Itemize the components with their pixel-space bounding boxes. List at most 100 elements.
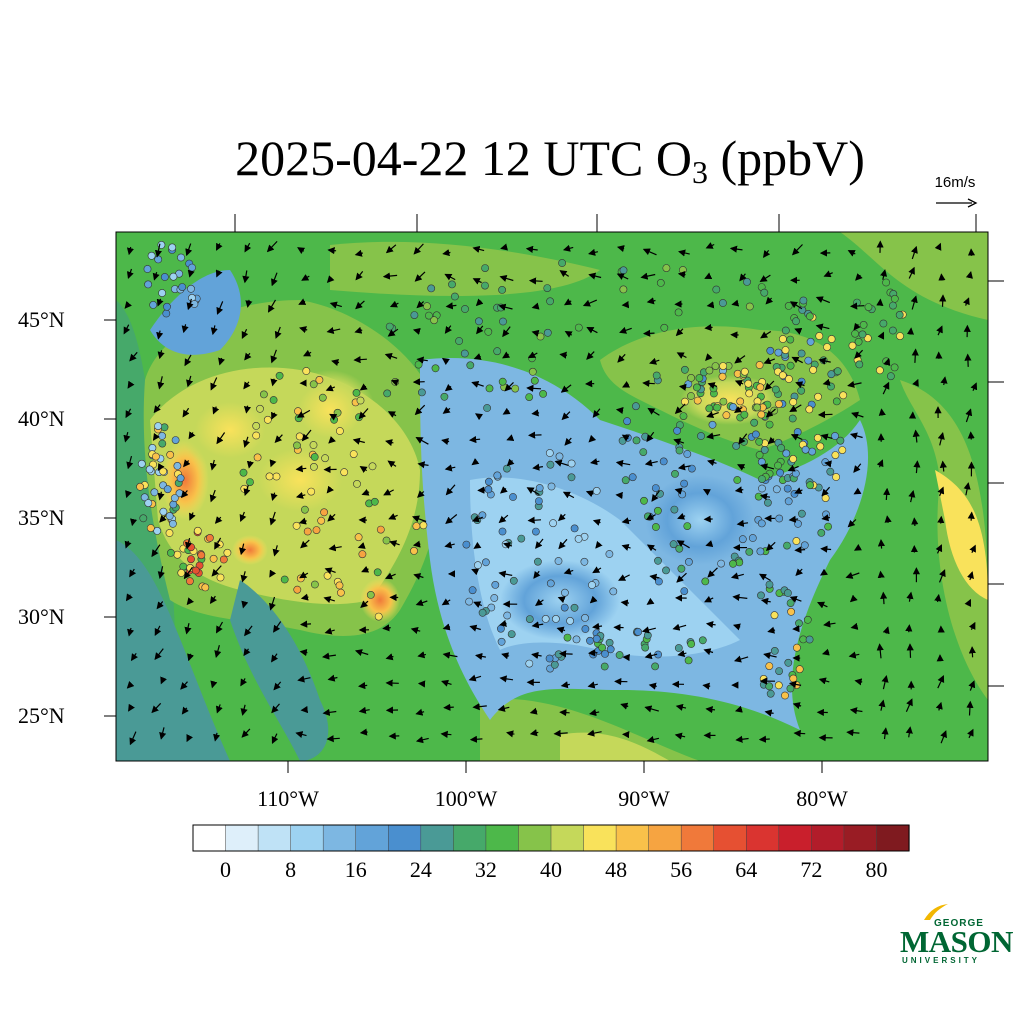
wind-vector — [211, 565, 222, 577]
wind-vector — [877, 331, 885, 340]
station-marker — [424, 311, 433, 320]
station-marker — [740, 367, 749, 376]
station-marker — [781, 326, 790, 335]
station-marker — [321, 454, 329, 463]
wind-vector — [152, 432, 160, 441]
station-marker — [755, 437, 764, 446]
wind-vector — [705, 353, 713, 361]
wind-vector — [209, 459, 217, 471]
wind-vector — [855, 273, 863, 281]
station-marker — [757, 457, 766, 466]
wind-vector — [937, 486, 945, 497]
station-marker — [785, 375, 793, 383]
wind-vector — [209, 489, 217, 503]
wind-vector — [326, 275, 335, 283]
wind-vector — [964, 353, 972, 367]
wind-vector — [646, 297, 656, 305]
lat-label-45: 45°N — [18, 307, 65, 332]
wind-vector — [585, 490, 594, 498]
station-marker — [539, 389, 547, 398]
station-marker — [497, 637, 506, 646]
ozone-stations — [136, 240, 907, 700]
station-marker — [641, 643, 650, 652]
station-marker — [770, 611, 779, 620]
station-marker — [144, 280, 152, 289]
station-marker — [770, 647, 779, 655]
wind-vector — [673, 438, 685, 446]
station-marker — [854, 337, 863, 346]
wind-vector — [506, 730, 515, 738]
wind-vector — [678, 249, 690, 257]
station-marker — [219, 555, 228, 564]
station-marker — [310, 453, 319, 461]
station-marker — [340, 468, 349, 477]
wind-vector — [471, 515, 484, 523]
wind-vector — [788, 680, 802, 688]
wind-vector — [795, 381, 805, 389]
station-marker — [545, 654, 554, 663]
colorbar-bin — [355, 824, 389, 852]
wind-vector — [499, 619, 507, 627]
station-marker — [588, 581, 596, 589]
station-marker — [450, 292, 459, 301]
wind-vector — [706, 432, 721, 440]
wind-vector — [441, 357, 450, 365]
wind-vector — [359, 728, 368, 736]
station-marker — [136, 482, 144, 491]
station-marker — [729, 559, 737, 568]
tennessee-field — [645, 475, 755, 565]
station-marker — [643, 631, 652, 640]
station-marker — [487, 603, 496, 612]
station-marker — [166, 450, 175, 459]
wind-vector — [640, 272, 656, 280]
wind-vector — [415, 708, 425, 716]
station-marker — [641, 432, 650, 441]
station-marker — [293, 585, 302, 594]
wind-vector — [445, 302, 457, 310]
station-marker — [154, 255, 163, 264]
wind-vector — [444, 541, 455, 549]
station-marker — [545, 449, 554, 457]
station-marker — [757, 519, 766, 528]
wind-vector — [502, 326, 511, 338]
station-marker — [561, 588, 569, 597]
station-marker — [169, 500, 178, 509]
wind-vector — [527, 516, 542, 524]
wind-vector — [562, 491, 575, 499]
station-marker — [674, 644, 683, 652]
wind-vector — [739, 273, 747, 282]
station-marker — [711, 362, 720, 370]
wind-vector — [270, 349, 278, 364]
colorbar-tick-label: 72 — [800, 857, 823, 882]
station-marker — [803, 615, 812, 624]
wind-vector — [359, 383, 368, 391]
wind-vector — [298, 517, 307, 525]
station-marker — [783, 541, 791, 550]
wind-vector — [878, 408, 886, 416]
station-marker — [530, 376, 539, 385]
station-marker — [753, 403, 762, 412]
wind-vector — [442, 651, 458, 659]
wind-vector — [471, 458, 480, 466]
station-marker — [581, 625, 590, 633]
wind-vector — [240, 571, 248, 583]
station-marker — [333, 408, 342, 417]
wind-vector — [937, 432, 945, 446]
station-marker — [498, 527, 507, 536]
station-marker — [758, 484, 766, 493]
wind-vector — [444, 383, 453, 392]
wind-vector — [328, 544, 342, 552]
wind-vector — [647, 407, 660, 416]
wind-vector — [185, 243, 193, 257]
station-marker — [772, 485, 781, 494]
wind-vector — [354, 249, 363, 257]
wind-vector — [880, 591, 888, 605]
wind-vector — [295, 491, 306, 499]
wind-vector — [528, 351, 538, 359]
wind-vector — [707, 459, 717, 467]
station-marker — [541, 615, 550, 623]
station-marker — [887, 372, 895, 381]
station-marker — [822, 510, 830, 519]
wind-vector — [883, 358, 891, 366]
wind-vector — [847, 250, 856, 257]
